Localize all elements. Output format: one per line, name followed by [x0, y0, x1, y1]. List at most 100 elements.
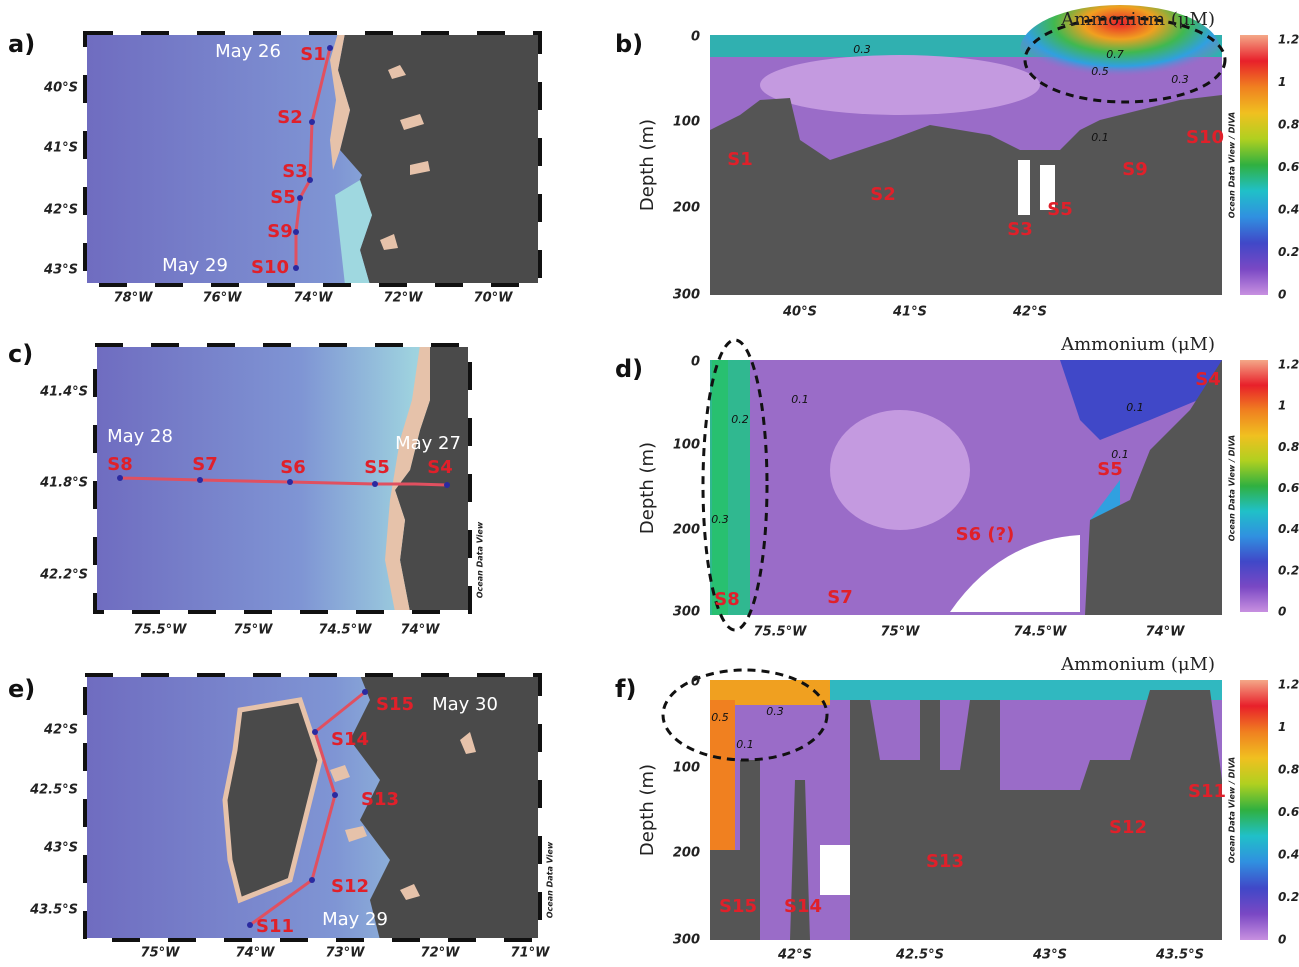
watermark: Ocean Data View / DIVA — [1228, 757, 1237, 863]
y-tick-label: 42°S — [43, 723, 78, 738]
station-label: S6 — [280, 457, 306, 478]
colorbar-tick-label: 0.4 — [1278, 203, 1299, 217]
contour-label: 0.7 — [1106, 48, 1124, 61]
y-axis-label: Depth (m) — [637, 764, 658, 856]
contour-label: 0.3 — [711, 513, 729, 526]
y-tick-label: 43°S — [43, 263, 78, 278]
x-tick-label: 74°W — [236, 946, 276, 961]
colorbar-tick-label: 0.4 — [1278, 522, 1299, 536]
colorbar-tick-label: 0.6 — [1278, 160, 1299, 174]
colorbar-tick-label: 0 — [1278, 933, 1286, 947]
x-tick-label: 74°W — [294, 291, 334, 306]
colorbar-tick-label: 1.2 — [1278, 33, 1299, 47]
date-label: May 28 — [107, 426, 173, 447]
colorbar-title: Ammonium (μM) — [1060, 654, 1215, 675]
y-tick-label: 42°S — [43, 203, 78, 218]
contour-label: 0.1 — [1111, 448, 1129, 461]
station-label: S5 — [1047, 199, 1073, 220]
watermark: Ocean Data View / DIVA — [1228, 435, 1237, 541]
colorbar-tick-label: 1 — [1278, 720, 1286, 734]
date-label: May 29 — [162, 255, 228, 276]
station-label: S14 — [784, 896, 822, 917]
x-tick-label: 70°W — [474, 291, 514, 306]
station-label: S7 — [827, 587, 853, 608]
y-tick-label: 100 — [673, 438, 700, 453]
colorbar-tick-label: 0 — [1278, 288, 1286, 302]
date-label: May 30 — [432, 694, 498, 715]
y-tick-label: 42.2°S — [39, 568, 88, 583]
station-label: S13 — [926, 851, 964, 872]
station-label: S5 — [364, 457, 390, 478]
contour-label: 0.3 — [1171, 73, 1189, 86]
colorbar-tick-label: 0.6 — [1278, 805, 1299, 819]
x-tick-label: 76°W — [203, 291, 243, 306]
colorbar-tick-label: 0.2 — [1278, 245, 1299, 259]
colorbar-tick-label: 0.8 — [1278, 763, 1299, 777]
station-label: S12 — [331, 876, 369, 897]
y-tick-label: 300 — [673, 605, 700, 620]
x-tick-label: 41°S — [892, 305, 927, 320]
y-tick-label: 43°S — [43, 841, 78, 856]
x-tick-label: 72°W — [421, 946, 461, 961]
y-tick-label: 300 — [673, 933, 700, 948]
date-label: May 29 — [322, 909, 388, 930]
colorbar-tick-label: 0.8 — [1278, 118, 1299, 132]
y-tick-label: 0 — [691, 675, 700, 690]
station-label: S8 — [714, 589, 740, 610]
station-label: S9 — [267, 221, 293, 242]
y-tick-label: 41.8°S — [39, 476, 88, 491]
x-tick-label: 75°W — [141, 946, 181, 961]
station-label: S4 — [1195, 369, 1221, 390]
contour-label: 0.1 — [736, 738, 754, 751]
y-tick-label: 200 — [673, 523, 700, 538]
colorbar-tick-label: 0 — [1278, 605, 1286, 619]
contour-label: 0.1 — [791, 393, 809, 406]
panel-label: a) — [8, 30, 35, 58]
panel-label: f) — [615, 675, 636, 703]
x-tick-label: 75.5°W — [134, 623, 188, 638]
x-tick-label: 75°W — [881, 625, 921, 640]
station-label: S14 — [331, 729, 369, 750]
y-tick-label: 0 — [691, 355, 700, 370]
colorbar-title: Ammonium (μM) — [1060, 334, 1215, 355]
y-tick-label: 43.5°S — [29, 903, 78, 918]
contour-label: 0.1 — [1091, 131, 1109, 144]
station-label: S15 — [376, 694, 414, 715]
watermark: Ocean Data View / DIVA — [1228, 112, 1237, 218]
contour-label: 0.5 — [1091, 65, 1109, 78]
station-label: S5 — [270, 187, 296, 208]
x-tick-label: 71°W — [511, 946, 551, 961]
x-tick-label: 42°S — [777, 948, 812, 963]
station-label: S10 — [1186, 127, 1224, 148]
colorbar-tick-label: 1 — [1278, 75, 1286, 89]
station-label: S2 — [277, 107, 303, 128]
x-tick-label: 43°S — [1032, 948, 1067, 963]
map-a — [85, 33, 540, 285]
station-label: S2 — [870, 184, 896, 205]
colorbar-tick-label: 0.4 — [1278, 848, 1299, 862]
figure: a) 40°S 41°S 42°S 43°S 78°W 76°W 74°W 72°W 70°W S1… — [0, 0, 1299, 967]
contour-label: 0.1 — [1126, 401, 1144, 414]
y-tick-label: 200 — [673, 846, 700, 861]
station-label: S12 — [1109, 817, 1147, 838]
y-tick-label: 40°S — [43, 81, 78, 96]
y-tick-label: 300 — [673, 288, 700, 303]
station-label: S10 — [251, 257, 289, 278]
station-label: S3 — [282, 161, 308, 182]
station-label: S8 — [107, 454, 133, 475]
x-tick-label: 75.5°W — [754, 625, 808, 640]
colorbar-tick-label: 0.8 — [1278, 440, 1299, 454]
y-axis-label: Depth (m) — [637, 442, 658, 534]
contour-label: 0.5 — [711, 711, 729, 724]
y-axis-label: Depth (m) — [637, 119, 658, 211]
station-label: S1 — [300, 44, 326, 65]
station-label: S1 — [727, 149, 753, 170]
x-tick-label: 78°W — [114, 291, 154, 306]
x-tick-label: 74.5°W — [1014, 625, 1068, 640]
section-d — [703, 340, 1268, 630]
station-label: S4 — [427, 457, 453, 478]
contour-label: 0.2 — [731, 413, 749, 426]
colorbar-title: Ammonium (μM) — [1060, 9, 1215, 30]
watermark: Ocean Data View — [546, 841, 555, 918]
station-label: S11 — [1188, 781, 1226, 802]
